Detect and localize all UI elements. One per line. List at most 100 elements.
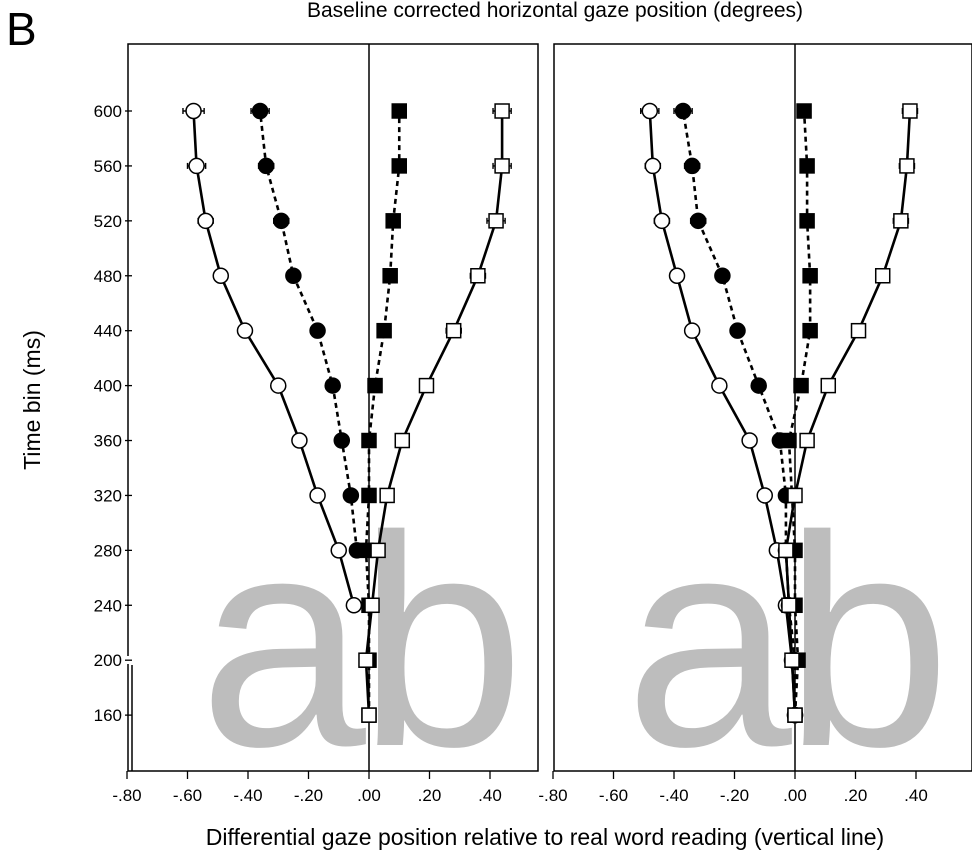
data-point-filled-square [376, 322, 392, 339]
data-point-filled-square [361, 487, 377, 504]
data-point-open-square [418, 377, 435, 394]
x-tick-label: -.60 [173, 786, 202, 805]
series-line-open-circle [192, 110, 356, 606]
data-point-open-square [902, 103, 918, 119]
data-point-filled-circle [714, 267, 731, 285]
y-tick-label: 280 [94, 541, 122, 560]
data-point-filled-circle [342, 487, 360, 504]
x-tick-label: -.20 [720, 786, 749, 805]
data-point-open-square [370, 542, 386, 559]
x-tick-label: .40 [904, 786, 928, 805]
data-point-filled-circle [683, 157, 701, 175]
data-point-filled-circle [251, 102, 269, 120]
data-point-filled-square [781, 432, 797, 449]
data-point-open-square [850, 322, 867, 339]
data-point-filled-circle [324, 377, 341, 394]
series-line-open-circle [648, 110, 797, 716]
data-point-filled-square [385, 213, 401, 229]
data-point-open-square [361, 707, 377, 723]
data-point-open-square [893, 213, 909, 229]
data-point-filled-square [799, 158, 815, 174]
data-point-open-square [470, 268, 486, 284]
y-tick-label: 480 [94, 267, 122, 286]
data-point-open-square [445, 322, 462, 339]
data-point-open-square [781, 597, 797, 614]
data-point-filled-square [367, 377, 383, 394]
x-tick-label: .00 [357, 786, 381, 805]
y-tick-label: 560 [94, 157, 122, 176]
x-tick-label: -.40 [233, 786, 262, 805]
data-point-open-square [488, 213, 504, 229]
y-tick-label: 200 [94, 651, 122, 670]
data-point-filled-circle [729, 322, 746, 339]
data-point-open-circle [309, 487, 326, 504]
series-line-open-square [364, 111, 504, 716]
data-point-filled-square [796, 103, 812, 119]
data-point-open-square [799, 432, 815, 449]
data-point-filled-square [802, 268, 818, 284]
y-tick-label: 600 [94, 102, 122, 121]
series-line-filled-square [787, 110, 812, 716]
data-point-open-square [899, 158, 915, 174]
series-line-open-square [784, 110, 912, 716]
series-line-filled-circle [258, 110, 359, 551]
data-point-filled-square [391, 103, 407, 119]
x-tick-label: .20 [418, 786, 442, 805]
data-point-open-square [494, 158, 510, 174]
data-point-open-circle [683, 322, 701, 339]
plot-frame [127, 43, 539, 772]
data-point-filled-circle [257, 157, 275, 175]
data-point-open-square [394, 432, 411, 449]
data-point-open-circle [188, 157, 205, 175]
chart-panel-left: ab 160 200 240 280 320 360 400 440 480 520 560 600 -.… [94, 43, 539, 809]
x-tick-label: -.80 [538, 786, 567, 805]
x-tick-label: -.20 [294, 786, 323, 805]
y-tick-label: 160 [94, 706, 122, 725]
data-point-open-circle [291, 432, 308, 449]
data-point-open-circle [756, 487, 773, 504]
data-point-open-square [364, 597, 380, 614]
x-tick-label: -.40 [659, 786, 688, 805]
watermark-ab: ab [199, 473, 517, 809]
data-point-open-square [784, 652, 800, 668]
data-point-open-square [494, 103, 510, 119]
data-point-open-circle [644, 157, 662, 175]
data-point-filled-square [793, 377, 809, 394]
data-point-filled-circle [273, 212, 290, 230]
data-point-open-square [778, 542, 794, 559]
data-point-open-circle [236, 322, 254, 339]
panel-letter: B [6, 3, 37, 55]
data-point-filled-circle [309, 322, 326, 339]
data-point-open-circle [330, 542, 347, 559]
data-point-filled-circle [674, 102, 692, 120]
x-tick-label: -.60 [599, 786, 628, 805]
y-tick-label: 520 [94, 212, 122, 231]
data-point-open-square [787, 487, 803, 504]
y-tick-label: 360 [94, 432, 122, 451]
data-point-open-circle [197, 212, 214, 230]
data-point-open-square [358, 652, 374, 668]
data-point-open-circle [668, 267, 686, 285]
data-point-filled-circle [750, 377, 767, 394]
data-point-open-circle [345, 597, 363, 614]
data-point-filled-square [382, 268, 398, 284]
top-title: Baseline corrected horizontal gaze posit… [307, 0, 803, 22]
plot-frame [553, 43, 972, 772]
data-point-open-circle [212, 267, 230, 285]
data-point-filled-square [799, 213, 815, 229]
data-point-filled-circle [689, 212, 707, 230]
y-tick-label: 240 [94, 596, 122, 615]
y-tick-label: 320 [94, 486, 122, 505]
watermark-ab: ab [625, 473, 943, 809]
series-line-filled-square [364, 111, 401, 716]
y-tick-label: 400 [94, 377, 122, 396]
x-tick-label: .20 [844, 786, 868, 805]
data-point-open-square [379, 487, 395, 504]
x-axis-label: Differential gaze position relative to r… [206, 824, 884, 850]
chart-panel-right: ab -.80 -.60 -.40 -.20 .00 .20 .40 [538, 43, 972, 809]
data-point-filled-circle [285, 267, 302, 285]
x-tick-label: -.80 [112, 786, 141, 805]
data-point-open-square [820, 377, 837, 394]
data-point-open-square [874, 268, 891, 284]
x-tick-label: .40 [478, 786, 502, 805]
